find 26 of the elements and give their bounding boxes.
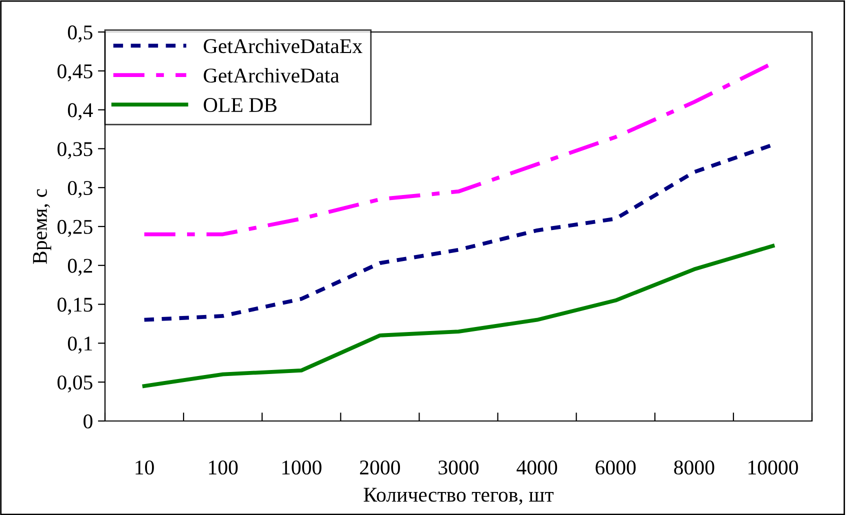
x-tick-label: 8000 [674,460,714,475]
x-axis-title: Количество тегов, шт [364,488,554,505]
y-tick-label: 0,3 [68,180,92,198]
x-tick-label: 2000 [360,460,400,475]
x-tick-label: 10 [136,460,154,475]
legend-label: GetArchiveData [204,68,340,83]
y-tick-label: 0,45 [58,64,92,82]
y-tick-label: 0 [84,414,92,428]
x-tick-label: 6000 [596,460,636,475]
y-tick-label: 0,25 [58,220,92,237]
y-tick-label: 0,15 [58,298,92,315]
x-tick-label: 4000 [516,460,558,475]
x-tick-label: 3000 [438,460,479,475]
x-tick-label: 1000 [282,460,322,475]
legend-label: OLE DB [204,98,277,112]
y-tick-label: 0,35 [58,142,92,160]
y-axis-title: Время, с [33,189,52,264]
y-tick-label: 0,4 [68,103,93,120]
x-tick-label: 100 [209,460,238,475]
line-series [142,244,775,388]
x-tick-label: 10000 [748,460,798,475]
y-tick-label: 0,05 [58,375,92,393]
legend-label: GetArchiveDataEx [204,38,362,54]
y-tick-label: 0,1 [68,336,92,354]
y-tick-label: 0,5 [68,25,92,42]
y-tick-label: 0,2 [68,258,92,276]
